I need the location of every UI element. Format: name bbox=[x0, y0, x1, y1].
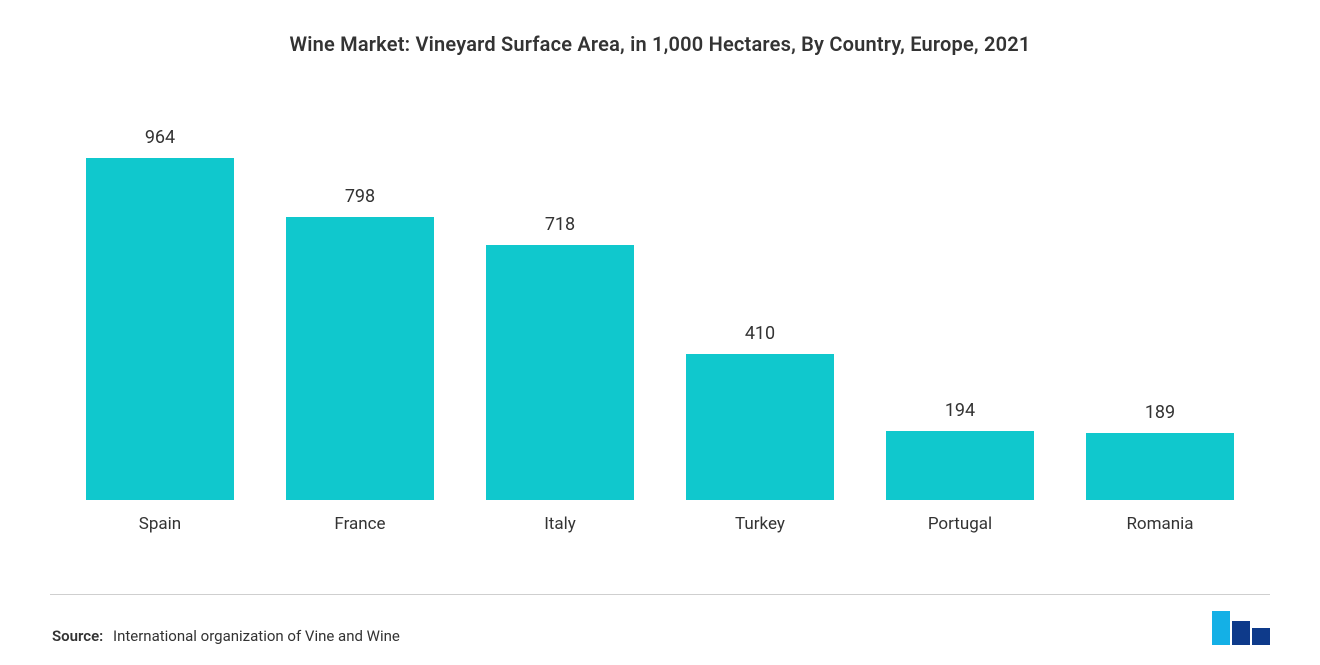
bar-group: 410 Turkey bbox=[660, 104, 860, 534]
bar bbox=[886, 431, 1034, 500]
bar-category-label: Italy bbox=[544, 514, 576, 534]
bar bbox=[1086, 433, 1234, 500]
bar-value-label: 798 bbox=[345, 186, 375, 207]
source-line: Source: International organization of Vi… bbox=[52, 627, 400, 645]
footer: Source: International organization of Vi… bbox=[52, 611, 1270, 645]
bar bbox=[686, 354, 834, 500]
bar-group: 189 Romania bbox=[1060, 104, 1260, 534]
bar-category-label: Romania bbox=[1126, 514, 1193, 534]
bar-group: 798 France bbox=[260, 104, 460, 534]
brand-logo bbox=[1212, 611, 1270, 645]
bar-category-label: France bbox=[334, 514, 385, 534]
bar bbox=[86, 158, 234, 500]
bar-group: 194 Portugal bbox=[860, 104, 1060, 534]
logo-bar-icon bbox=[1212, 611, 1230, 645]
chart-container: Wine Market: Vineyard Surface Area, in 1… bbox=[0, 0, 1320, 665]
bar-value-label: 410 bbox=[745, 323, 775, 344]
bar-value-label: 189 bbox=[1145, 402, 1175, 423]
bar-category-label: Turkey bbox=[735, 514, 785, 534]
bar-group: 964 Spain bbox=[60, 104, 260, 534]
chart-plot-area: 964 Spain 798 France 718 Italy 410 Turkey 194 Por… bbox=[50, 104, 1270, 534]
bar bbox=[286, 217, 434, 500]
bar-value-label: 964 bbox=[145, 127, 175, 148]
bar bbox=[486, 245, 634, 500]
logo-bar-icon bbox=[1232, 621, 1250, 645]
source-label: Source: bbox=[52, 627, 103, 645]
bar-category-label: Portugal bbox=[928, 514, 992, 534]
bar-value-label: 718 bbox=[545, 214, 575, 235]
logo-bar-icon bbox=[1252, 628, 1270, 645]
bar-group: 718 Italy bbox=[460, 104, 660, 534]
source-text: International organization of Vine and W… bbox=[113, 627, 400, 645]
footer-divider bbox=[50, 594, 1270, 595]
bar-value-label: 194 bbox=[945, 400, 975, 421]
chart-title: Wine Market: Vineyard Surface Area, in 1… bbox=[50, 32, 1270, 56]
bar-category-label: Spain bbox=[139, 514, 181, 534]
